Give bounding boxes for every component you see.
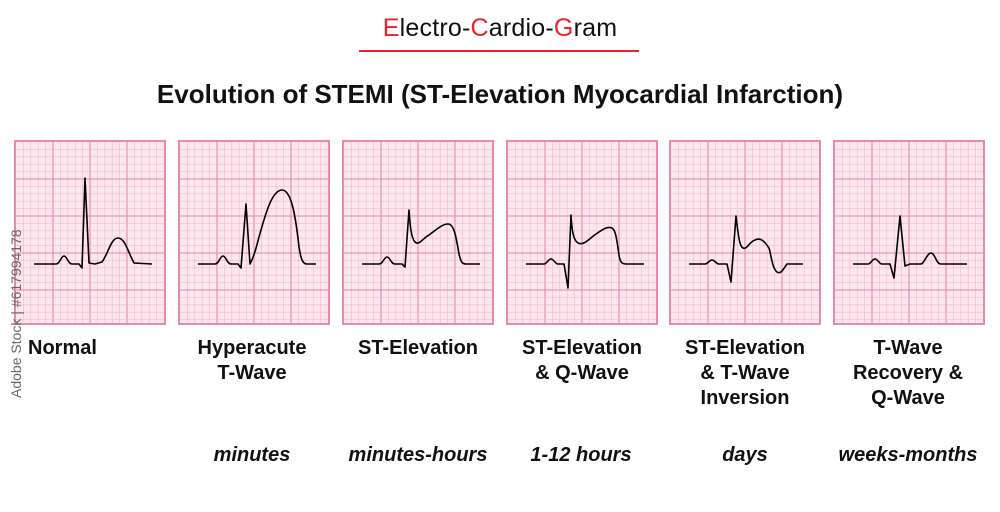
stage-label-st-q: ST-Elevation & Q-Wave	[502, 336, 662, 386]
stage-label-line: T-Wave	[217, 362, 287, 384]
ecg-waveform	[34, 177, 153, 269]
brand-letter-g: G	[553, 14, 574, 42]
ecg-waveform	[362, 209, 480, 268]
ecg-trace-st-t-inversion	[671, 142, 819, 323]
stage-label-recovery: T-Wave Recovery & Q-Wave	[828, 336, 988, 411]
ecg-trace-st-q	[508, 142, 656, 323]
ecg-panel-hyperacute	[178, 140, 330, 325]
ecg-trace-hyperacute	[180, 142, 328, 323]
grid-lines	[16, 142, 164, 323]
brand-text-ram: ram	[573, 14, 618, 42]
ecg-waveform	[526, 214, 644, 289]
page-title: Evolution of STEMI (ST-Elevation Myocard…	[156, 79, 844, 109]
stage-label-st-t-inversion: ST-Elevation & T-Wave Inversion	[665, 336, 825, 411]
stage-label-st-elevation: ST-Elevation	[338, 336, 498, 361]
brand-text-lectro: lectro-	[399, 14, 471, 42]
grid-lines	[835, 142, 983, 323]
timing-st-t-inversion: days	[722, 444, 768, 466]
ecg-panel-recovery	[833, 140, 985, 325]
stage-label-line: Hyperacute	[197, 337, 307, 359]
ecg-waveform	[689, 215, 803, 283]
grid-lines	[671, 142, 819, 323]
stage-label-line: Normal	[28, 337, 97, 359]
ecg-trace-recovery	[835, 142, 983, 323]
ecg-trace-st-elevation	[344, 142, 492, 323]
brand-letter-c: C	[470, 14, 489, 42]
ecg-panel-st-q	[506, 140, 658, 325]
grid-lines	[508, 142, 656, 323]
grid-lines	[180, 142, 328, 323]
stage-label-line: Q-Wave	[871, 387, 945, 409]
ecg-waveform	[198, 189, 316, 269]
ecg-panel-normal	[14, 140, 166, 325]
stage-label-line: T-Wave	[873, 337, 943, 359]
grid-lines	[344, 142, 492, 323]
timing-hyperacute: minutes	[213, 444, 291, 466]
ecg-panel-st-t-inversion	[669, 140, 821, 325]
brand-text-ardio: ardio-	[488, 14, 554, 42]
ecg-panel-st-elevation	[342, 140, 494, 325]
timing-st-elevation: minutes-hours	[348, 444, 488, 466]
stage-label-line: ST-Elevation	[521, 337, 643, 359]
stage-label-line: Inversion	[700, 387, 790, 409]
brand-letter-e: E	[382, 14, 400, 42]
stage-label-line: & T-Wave	[700, 362, 790, 384]
stage-label-normal: Normal	[28, 336, 188, 361]
brand-underline	[359, 50, 639, 52]
stock-watermark: Adobe Stock | #617994178	[8, 229, 24, 398]
ecg-waveform	[853, 215, 967, 279]
timing-st-q: 1-12 hours	[530, 444, 632, 466]
stage-label-hyperacute: Hyperacute T-Wave	[172, 336, 332, 386]
stage-label-line: Recovery &	[852, 362, 964, 384]
stage-label-line: & Q-Wave	[535, 362, 629, 384]
timing-recovery: weeks-months	[838, 444, 978, 466]
ecg-trace-normal	[16, 142, 164, 323]
brand-title: Electro-Cardio-Gram	[0, 14, 1000, 43]
stage-label-line: ST-Elevation	[684, 337, 806, 359]
stage-label-line: ST-Elevation	[357, 337, 479, 359]
